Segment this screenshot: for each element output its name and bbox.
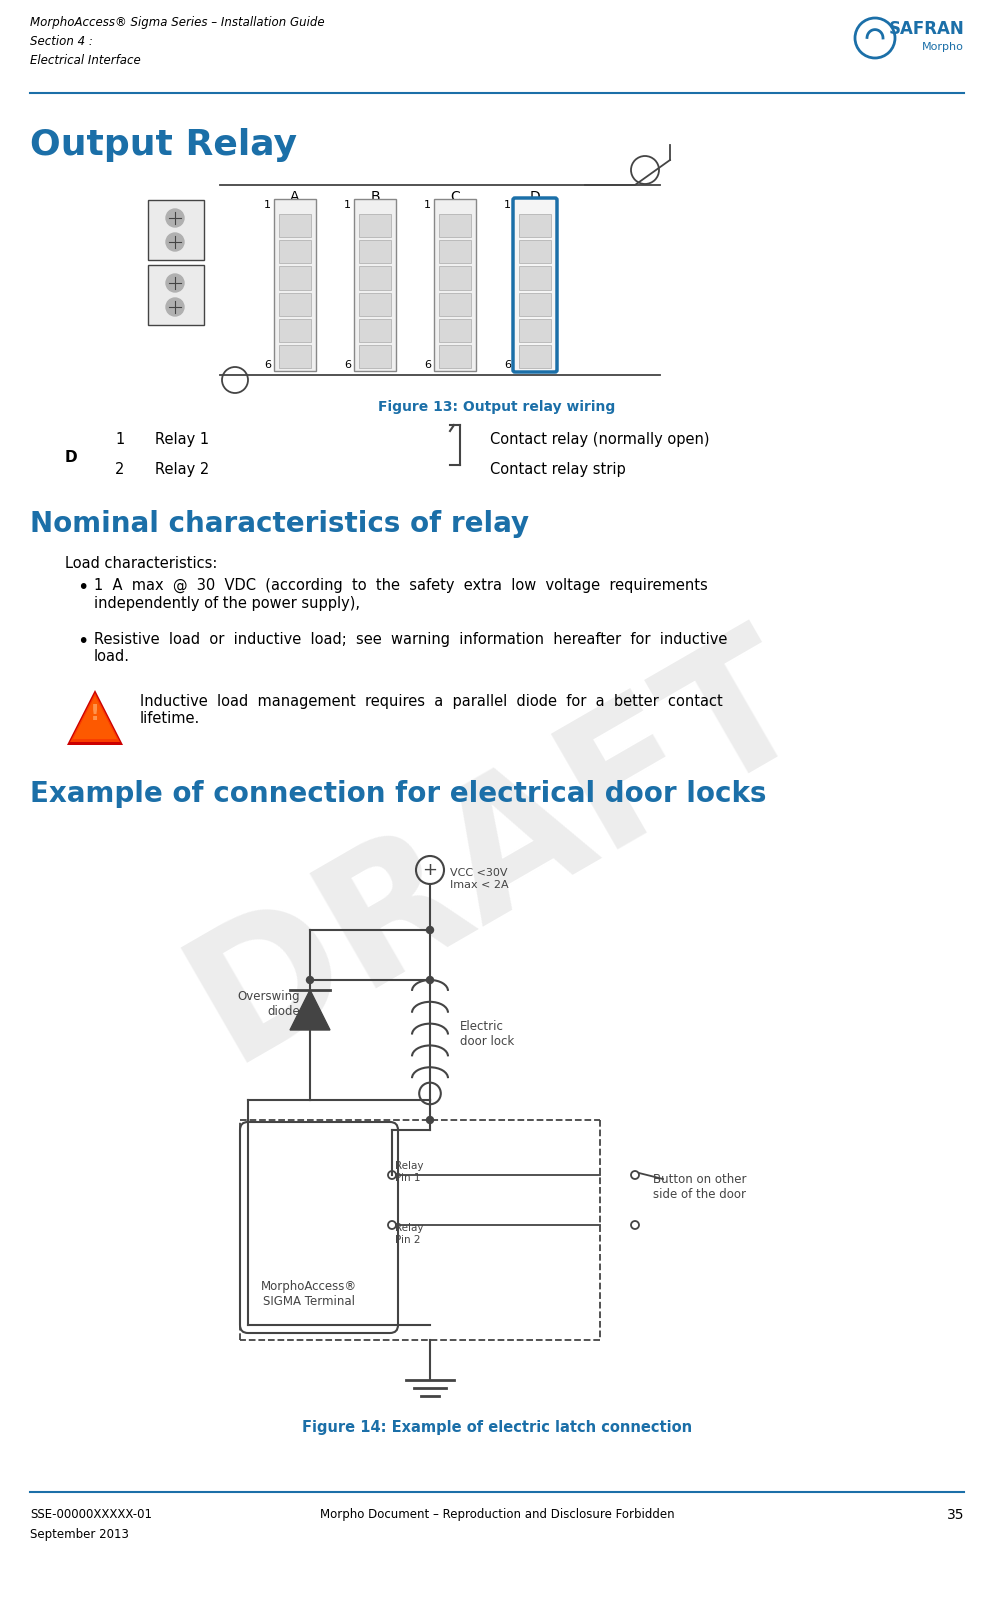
Text: SAFRAN: SAFRAN [889,19,964,39]
Polygon shape [67,690,123,745]
Text: Morpho: Morpho [922,42,964,52]
Text: MorphoAccess® Sigma Series – Installation Guide: MorphoAccess® Sigma Series – Installatio… [30,16,325,29]
FancyBboxPatch shape [279,266,311,290]
Text: 1: 1 [115,432,124,447]
Circle shape [426,977,433,983]
FancyBboxPatch shape [279,319,311,342]
Circle shape [166,274,184,292]
FancyBboxPatch shape [359,240,391,263]
Text: Button on other
side of the door: Button on other side of the door [653,1174,746,1201]
Text: Electric
door lock: Electric door lock [460,1020,514,1048]
Polygon shape [290,990,330,1030]
FancyBboxPatch shape [439,240,471,263]
Text: September 2013: September 2013 [30,1528,129,1541]
FancyBboxPatch shape [148,264,204,326]
Text: 1: 1 [504,200,511,210]
Text: 35: 35 [946,1507,964,1522]
FancyBboxPatch shape [359,266,391,290]
Text: VCC <30V
Imax < 2A: VCC <30V Imax < 2A [450,867,509,890]
Text: D: D [530,190,541,205]
FancyBboxPatch shape [148,200,204,260]
Circle shape [166,210,184,227]
Text: 6: 6 [344,359,351,371]
Circle shape [166,234,184,251]
Circle shape [426,927,433,933]
FancyBboxPatch shape [513,198,557,372]
Text: 1  A  max  @  30  VDC  (according  to  the  safety  extra  low  voltage  require: 1 A max @ 30 VDC (according to the safet… [94,579,708,611]
FancyBboxPatch shape [439,266,471,290]
Text: D: D [65,450,78,464]
Text: Overswing
diode: Overswing diode [238,990,300,1019]
Text: !: ! [89,703,100,724]
Text: •: • [77,579,88,596]
Text: C: C [450,190,460,205]
FancyBboxPatch shape [279,292,311,316]
Text: Figure 13: Output relay wiring: Figure 13: Output relay wiring [379,400,615,414]
Circle shape [166,298,184,316]
FancyBboxPatch shape [434,198,476,371]
Text: A: A [290,190,300,205]
Text: SSE-00000XXXXX-01: SSE-00000XXXXX-01 [30,1507,152,1522]
Text: Output Relay: Output Relay [30,127,297,161]
Text: B: B [370,190,380,205]
Text: Electrical Interface: Electrical Interface [30,53,141,68]
Polygon shape [70,693,120,742]
FancyBboxPatch shape [439,345,471,368]
FancyBboxPatch shape [519,345,551,368]
Text: Contact relay strip: Contact relay strip [490,463,626,477]
Text: •: • [77,632,88,651]
Text: Relay 2: Relay 2 [155,463,210,477]
Text: MorphoAccess®
SIGMA Terminal: MorphoAccess® SIGMA Terminal [261,1280,357,1307]
Text: Nominal characteristics of relay: Nominal characteristics of relay [30,509,529,538]
Text: 6: 6 [264,359,271,371]
Text: 1: 1 [424,200,431,210]
FancyBboxPatch shape [519,319,551,342]
Circle shape [306,977,313,983]
Polygon shape [73,696,117,738]
Text: Relay 1: Relay 1 [155,432,209,447]
Text: 1: 1 [344,200,351,210]
Text: Figure 14: Example of electric latch connection: Figure 14: Example of electric latch con… [302,1420,692,1435]
FancyBboxPatch shape [359,214,391,237]
FancyBboxPatch shape [279,345,311,368]
FancyBboxPatch shape [439,214,471,237]
Text: Contact relay (normally open): Contact relay (normally open) [490,432,710,447]
FancyBboxPatch shape [240,1122,398,1333]
Text: Load characteristics:: Load characteristics: [65,556,218,571]
FancyBboxPatch shape [359,319,391,342]
FancyBboxPatch shape [354,198,396,371]
Circle shape [426,1117,433,1124]
Text: 1: 1 [264,200,271,210]
FancyBboxPatch shape [359,345,391,368]
FancyBboxPatch shape [519,240,551,263]
Text: +: + [422,861,437,879]
Text: Section 4 :: Section 4 : [30,35,92,48]
FancyBboxPatch shape [279,214,311,237]
Text: Resistive  load  or  inductive  load;  see  warning  information  hereafter  for: Resistive load or inductive load; see wa… [94,632,728,664]
Text: 6: 6 [504,359,511,371]
Text: 6: 6 [424,359,431,371]
FancyBboxPatch shape [519,214,551,237]
Text: Morpho Document – Reproduction and Disclosure Forbidden: Morpho Document – Reproduction and Discl… [320,1507,674,1522]
FancyBboxPatch shape [359,292,391,316]
Text: Relay
Pin 1: Relay Pin 1 [395,1161,423,1183]
FancyBboxPatch shape [274,198,316,371]
Text: Example of connection for electrical door locks: Example of connection for electrical doo… [30,780,766,808]
Text: Relay
Pin 2: Relay Pin 2 [395,1224,423,1244]
FancyBboxPatch shape [439,292,471,316]
FancyBboxPatch shape [279,240,311,263]
Text: DRAFT: DRAFT [161,604,833,1095]
FancyBboxPatch shape [519,292,551,316]
FancyBboxPatch shape [439,319,471,342]
Text: 2: 2 [115,463,124,477]
Text: Inductive  load  management  requires  a  parallel  diode  for  a  better  conta: Inductive load management requires a par… [140,695,723,727]
FancyBboxPatch shape [519,266,551,290]
